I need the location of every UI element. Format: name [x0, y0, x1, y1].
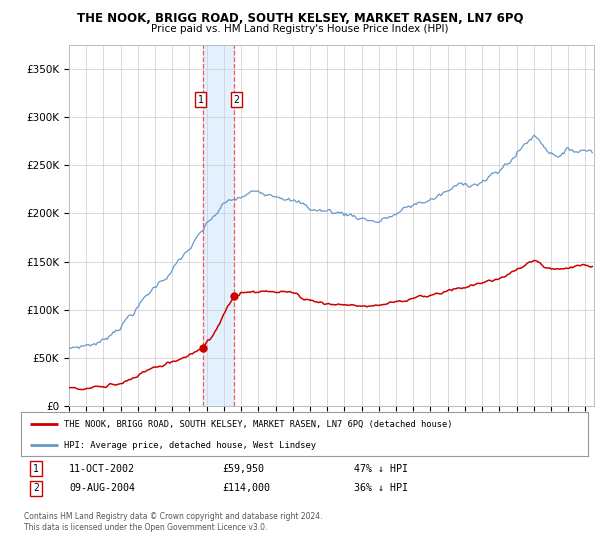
Text: Price paid vs. HM Land Registry's House Price Index (HPI): Price paid vs. HM Land Registry's House … [151, 24, 449, 34]
Text: 1: 1 [198, 95, 204, 105]
Text: £59,950: £59,950 [222, 464, 264, 474]
Text: 1: 1 [33, 464, 39, 474]
Text: HPI: Average price, detached house, West Lindsey: HPI: Average price, detached house, West… [64, 441, 316, 450]
Text: 47% ↓ HPI: 47% ↓ HPI [354, 464, 408, 474]
Text: 11-OCT-2002: 11-OCT-2002 [69, 464, 135, 474]
Text: 2: 2 [233, 95, 239, 105]
Bar [203, 45, 234, 406]
Text: 09-AUG-2004: 09-AUG-2004 [69, 483, 135, 493]
Text: THE NOOK, BRIGG ROAD, SOUTH KELSEY, MARKET RASEN, LN7 6PQ (detached house): THE NOOK, BRIGG ROAD, SOUTH KELSEY, MARK… [64, 419, 452, 428]
Text: 2: 2 [33, 483, 39, 493]
Text: £114,000: £114,000 [222, 483, 270, 493]
Text: 36% ↓ HPI: 36% ↓ HPI [354, 483, 408, 493]
Text: Contains HM Land Registry data © Crown copyright and database right 2024.
This d: Contains HM Land Registry data © Crown c… [24, 512, 323, 532]
Text: THE NOOK, BRIGG ROAD, SOUTH KELSEY, MARKET RASEN, LN7 6PQ: THE NOOK, BRIGG ROAD, SOUTH KELSEY, MARK… [77, 12, 523, 25]
